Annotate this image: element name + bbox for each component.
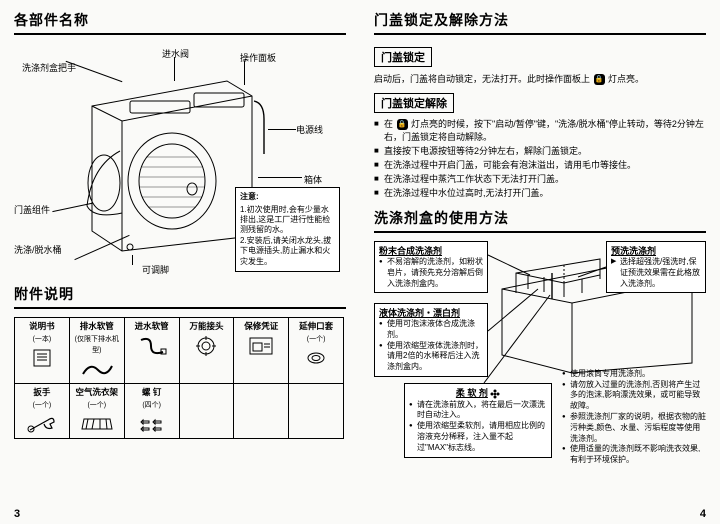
table-row: 扳手 (一个) 空气洗衣架 (一个) 螺 钉 (四个): [15, 384, 344, 439]
acc-inlet-hose: 进水软管: [127, 320, 177, 332]
page-number-left: 3: [14, 508, 20, 520]
caution-title: 注意:: [240, 192, 335, 202]
lock-icon: 🔒: [397, 119, 408, 130]
liquid-title: 液体洗涤剂・漂白剂: [379, 307, 483, 319]
prewash-title: 预洗洗涤剂: [611, 245, 701, 257]
label-panel: 操作面板: [240, 51, 276, 64]
acc-adapter: 万能接头: [182, 320, 232, 332]
section-lock-title: 门盖锁定及解除方法: [374, 10, 706, 35]
accessories-table: 说明书 (一本) 排水软管 (仅限下排水机型) 进水软管 万能接头 保修凭证 延伸口…: [14, 317, 344, 439]
caution-line-2: 2.安装后,请关闭水龙头,拔下电源插头,防止漏水和火灾发生。: [240, 236, 335, 267]
unlock-bullet-4: 在洗涤过程中蒸汽工作状态下无法打开门盖。: [374, 173, 706, 186]
label-inlet: 进水阀: [162, 47, 189, 60]
acc-manual: 说明书: [17, 320, 67, 332]
label-drain-spin: 洗涤/脱水桶: [14, 243, 62, 256]
wrench-icon: [17, 412, 67, 436]
detergent-tips: 使用滚筒专用洗涤剂。 请勿放入过量的洗涤剂,否则将产生过多的泡沫,影响漂洗效果，…: [562, 369, 706, 466]
page-number-right: 4: [700, 508, 706, 520]
inlet-hose-icon: [127, 334, 177, 358]
tip-1: 使用滚筒专用洗涤剂。: [562, 369, 706, 380]
adapter-icon: [182, 334, 232, 358]
liquid-detergent-box: 液体洗涤剂・漂白剂 使用可泡沫液体合成洗涤剂。 使用浓缩型液体洗涤剂时，请用2倍…: [374, 303, 488, 377]
prewash-box: 预洗洗涤剂 选择超强洗/强洗时,保证预洗效果需在此格放入洗涤剂。: [606, 241, 706, 294]
label-feet: 可调脚: [142, 263, 169, 276]
liquid-line-2: 使用浓缩型液体洗涤剂时，请用2倍的水稀释后注入洗涤剂盒内。: [379, 341, 483, 373]
acc-drain-hose: 排水软管: [72, 320, 122, 332]
unlock-bullet-3: 在洗涤过程中开启门盖，可能会有泡沫溢出，请用毛巾等接住。: [374, 159, 706, 172]
manual-icon: [17, 346, 67, 370]
label-body: 箱体: [304, 173, 322, 186]
caution-line-1: 1.初次使用时,会有少量水排出,这是工厂进行性能检测残留的水。: [240, 205, 335, 236]
powder-title: 粉末合成洗涤剂: [379, 245, 483, 257]
warranty-icon: [236, 334, 286, 358]
caution-box: 注意: 1.初次使用时,会有少量水排出,这是工厂进行性能检测残留的水。 2.安装…: [235, 187, 340, 272]
unlock-bullet-1: 在 🔒 灯点亮的时候，按下"启动/暂停"键，"洗涤/脱水桶"停止转动，等待2分钟…: [374, 118, 706, 144]
acc-ext-ring: 延伸口套: [291, 320, 341, 332]
label-drawer-handle: 洗涤剂盒把手: [22, 61, 76, 74]
flower-icon: [490, 389, 500, 399]
softener-title: 柔 软 剂: [456, 388, 488, 398]
acc-warranty: 保修凭证: [236, 320, 286, 332]
section-detergent-title: 洗涤剂盒的使用方法: [374, 208, 706, 233]
softener-line-2: 使用浓缩型柔软剂，请用相应比例的溶液充分稀释，注入量不起过"MAX"标志线。: [409, 421, 547, 453]
unlock-subhead: 门盖锁定解除: [374, 93, 454, 113]
label-door: 门盖组件: [14, 203, 50, 216]
acc-sub: (一个): [307, 336, 326, 343]
acc-rack: 空气洗衣架: [72, 386, 122, 398]
tip-4: 使用适量的洗涤剂既不影响洗衣效果,有利于环境保护。: [562, 444, 706, 466]
tip-3: 参照洗涤剂厂家的说明，根据衣物的脏污种类,颜色、水量、污垢程度等使用洗涤剂。: [562, 412, 706, 444]
detergent-drawer-area: 粉末合成洗涤剂 不易溶解的洗涤剂，如粉状皂片，请预先充分溶解后倒入洗涤剂盒内。 …: [374, 241, 706, 456]
section-parts-title: 各部件名称: [14, 10, 346, 35]
rack-icon: [72, 412, 122, 436]
section-accessories-title: 附件说明: [14, 284, 346, 309]
unlock-b1a: 在: [384, 119, 393, 129]
acc-sub: (仅限下排水机型): [75, 336, 119, 354]
prewash-line-1: 选择超强洗/强洗时,保证预洗效果需在此格放入洗涤剂。: [611, 257, 701, 289]
label-power-cord: 电源线: [296, 123, 323, 136]
tip-2: 请勿放入过量的洗涤剂,否则将产生过多的泡沫,影响漂洗效果，或可能导致故障。: [562, 380, 706, 412]
acc-sub: (一本): [33, 336, 52, 343]
softener-line-1: 请在洗涤前放入，将在最后一次漂洗时自动注入。: [409, 400, 547, 422]
washing-machine-diagram: 洗涤剂盒把手 进水阀 操作面板 电源线 箱体 门盖组件 洗涤/脱水桶 可调脚 注…: [14, 43, 344, 278]
lock-text: 启动后，门盖将自动锁定，无法打开。此时操作面板上 🔒 灯点亮。: [374, 73, 706, 87]
drain-hose-icon: [72, 357, 122, 381]
screw-icon: [127, 412, 177, 436]
softener-box: 柔 软 剂 请在洗涤前放入，将在最后一次漂洗时自动注入。 使用浓缩型柔软剂，请用…: [404, 383, 552, 458]
acc-sub: (一个): [33, 402, 52, 409]
unlock-bullet-5: 在洗涤过程中水位过高时,无法打开门盖。: [374, 187, 706, 200]
unlock-b1b: 灯点亮的时候，按下"启动/暂停"键，"洗涤/脱水桶"停止转动，等待2分钟左右，门…: [384, 119, 704, 142]
powder-detergent-box: 粉末合成洗涤剂 不易溶解的洗涤剂，如粉状皂片，请预先充分溶解后倒入洗涤剂盒内。: [374, 241, 488, 294]
lock-text-2: 灯点亮。: [608, 74, 644, 84]
ext-ring-icon: [291, 346, 341, 370]
acc-sub: (四个): [142, 402, 161, 409]
lock-subhead: 门盖锁定: [374, 47, 432, 67]
lock-icon: 🔒: [594, 74, 605, 85]
liquid-line-1: 使用可泡沫液体合成洗涤剂。: [379, 319, 483, 341]
unlock-bullet-2: 直接按下电源按钮等待2分钟左右，解除门盖锁定。: [374, 145, 706, 158]
powder-line-1: 不易溶解的洗涤剂，如粉状皂片，请预先充分溶解后倒入洗涤剂盒内。: [379, 257, 483, 289]
acc-wrench: 扳手: [17, 386, 67, 398]
lock-text-1: 启动后，门盖将自动锁定，无法打开。此时操作面板上: [374, 74, 590, 84]
acc-sub: (一个): [87, 402, 106, 409]
acc-screw: 螺 钉: [127, 386, 177, 398]
table-row: 说明书 (一本) 排水软管 (仅限下排水机型) 进水软管 万能接头 保修凭证 延伸口…: [15, 318, 344, 384]
